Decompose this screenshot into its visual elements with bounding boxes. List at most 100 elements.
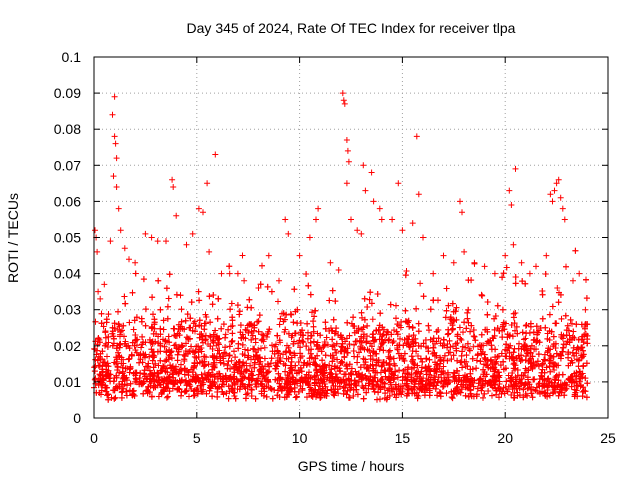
data-point	[263, 370, 270, 376]
data-point	[225, 383, 232, 390]
data-point	[248, 328, 255, 335]
data-point	[126, 319, 133, 326]
data-point	[565, 375, 572, 382]
data-point	[284, 391, 291, 398]
data-point	[364, 304, 371, 310]
data-point	[511, 382, 518, 389]
data-point	[299, 338, 306, 345]
data-point	[380, 359, 387, 366]
data-point	[506, 349, 513, 356]
data-point	[165, 333, 172, 340]
data-point	[202, 332, 209, 339]
data-point	[336, 365, 343, 372]
data-point	[521, 336, 527, 343]
data-point	[397, 324, 404, 331]
data-point	[280, 360, 287, 367]
data-point	[142, 322, 149, 329]
data-point	[237, 383, 244, 390]
data-point	[207, 334, 214, 341]
data-point	[274, 332, 281, 339]
data-point	[564, 338, 571, 345]
data-point	[389, 339, 396, 346]
data-point	[434, 392, 441, 399]
data-point	[460, 329, 466, 336]
data-point	[474, 385, 481, 392]
data-point	[519, 329, 526, 336]
data-point	[105, 396, 112, 403]
data-point	[418, 377, 425, 384]
data-point	[231, 369, 238, 376]
data-point	[235, 340, 242, 347]
data-point	[276, 321, 283, 328]
data-point	[304, 320, 311, 327]
data-point	[477, 346, 484, 353]
data-point	[91, 368, 98, 375]
data-point	[160, 317, 167, 324]
data-point	[507, 377, 514, 384]
data-point	[371, 374, 378, 381]
data-point	[464, 315, 471, 322]
data-point	[358, 333, 365, 340]
data-point	[448, 356, 455, 363]
data-point	[369, 361, 376, 368]
data-point	[220, 321, 227, 328]
data-point	[570, 328, 577, 335]
data-point	[200, 339, 206, 346]
data-point	[306, 369, 312, 376]
data-point	[363, 339, 370, 346]
data-point	[183, 388, 189, 395]
data-point	[313, 392, 320, 399]
data-point	[478, 291, 485, 298]
data-point	[539, 288, 546, 294]
data-point	[465, 306, 472, 313]
data-point	[580, 339, 587, 346]
data-point	[544, 383, 551, 390]
data-point	[416, 373, 423, 380]
data-point	[164, 315, 171, 322]
data-point	[209, 393, 216, 400]
data-point	[117, 341, 124, 348]
data-point	[163, 380, 170, 387]
data-point	[100, 368, 106, 375]
data-point	[242, 395, 249, 402]
data-point	[318, 348, 325, 355]
data-point	[485, 388, 492, 394]
data-point	[462, 372, 468, 379]
data-point	[545, 375, 552, 382]
data-point	[348, 320, 355, 327]
data-point	[196, 317, 203, 324]
data-point	[381, 380, 388, 387]
data-point	[542, 271, 549, 277]
data-point	[298, 375, 305, 382]
data-point	[357, 343, 364, 350]
data-point	[402, 272, 409, 279]
data-point	[210, 331, 217, 338]
data-point	[192, 323, 199, 330]
data-point	[352, 338, 359, 345]
data-point	[229, 322, 236, 329]
data-point	[259, 336, 266, 343]
data-points	[91, 90, 591, 403]
data-point	[401, 357, 408, 364]
data-point	[233, 364, 240, 371]
data-point	[244, 367, 250, 374]
data-point	[291, 384, 298, 391]
data-point	[168, 348, 175, 355]
data-point	[363, 338, 370, 345]
data-point	[492, 313, 499, 319]
data-point	[375, 383, 382, 390]
data-point	[182, 378, 189, 385]
data-point	[550, 363, 557, 370]
data-point	[456, 324, 463, 331]
data-point	[314, 369, 321, 376]
data-point	[379, 324, 386, 331]
data-point	[345, 394, 352, 401]
data-point	[447, 316, 454, 323]
data-point	[206, 293, 213, 300]
data-point	[104, 353, 110, 360]
data-point	[241, 383, 248, 390]
data-point	[160, 364, 167, 371]
data-point	[499, 306, 506, 313]
data-point	[115, 349, 122, 356]
data-point	[404, 335, 410, 342]
